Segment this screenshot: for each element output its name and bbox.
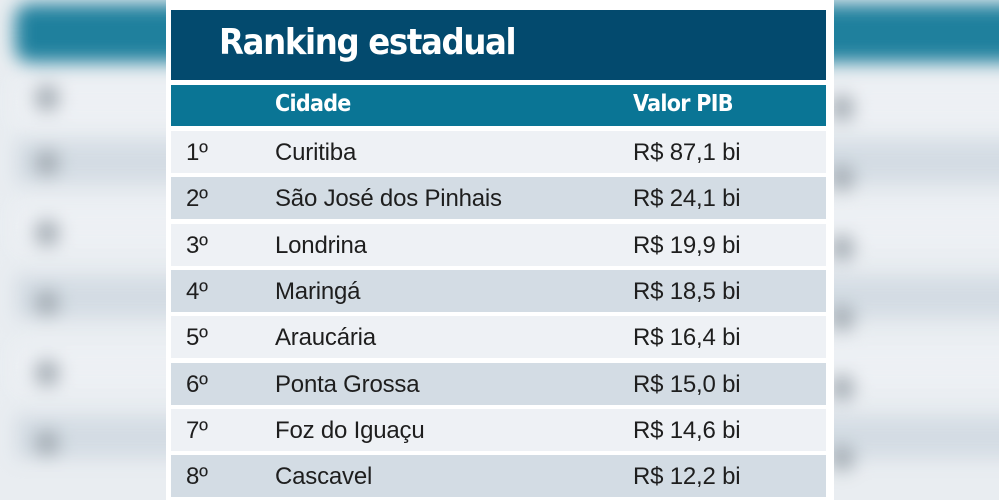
city-cell: São José dos Pinhais [275,185,502,213]
table-row: 6º Ponta Grossa R$ 15,0 bi [171,362,826,405]
blurred-value [830,445,854,471]
city-cell: Curitiba [275,139,357,166]
value-cell: R$ 19,9 bi [633,231,741,259]
value-cell: R$ 24,1 bi [633,185,741,213]
value-cell: R$ 18,5 bi [633,277,741,305]
value-cell: R$ 87,1 bi [633,139,741,166]
column-header-value: Valor PIB [633,91,733,117]
rank-cell: 7º [186,416,208,444]
rank-cell: 6º [186,370,208,398]
blurred-value [830,375,854,401]
rank-cell: 4º [186,277,208,305]
value-cell: R$ 15,0 bi [633,370,741,398]
title-bar: Ranking estadual [171,10,826,80]
table-row: 4º Maringá R$ 18,5 bi [171,269,826,312]
rank-cell: 3º [186,231,208,259]
value-cell: R$ 14,6 bi [633,416,741,444]
city-cell: Cascavel [275,463,373,491]
blurred-rank [35,360,59,386]
city-cell: Araucária [275,324,376,352]
ranking-table-panel: Ranking estadual Cidade Valor PIB 1º Cur… [166,0,834,500]
table-row: 5º Araucária R$ 16,4 bi [171,316,826,359]
table-row: 3º Londrina R$ 19,9 bi [171,223,826,266]
blurred-rank [35,430,59,456]
table-row: 8º Cascavel R$ 12,2 bi [171,455,826,498]
blurred-rank [35,150,59,176]
table-title: Ranking estadual [219,22,517,63]
blurred-value [830,95,854,121]
rank-cell: 2º [186,185,208,213]
value-cell: R$ 16,4 bi [633,324,741,352]
table-row: 7º Foz do Iguaçu R$ 14,6 bi [171,408,826,451]
blurred-rank [35,290,59,316]
table-row: 1º Curitiba R$ 87,1 bi [171,131,826,173]
table-row: 2º São José dos Pinhais R$ 24,1 bi [171,177,826,220]
blurred-value [830,305,854,331]
rank-cell: 1º [186,139,208,166]
blurred-value [830,235,854,261]
value-cell: R$ 12,2 bi [633,463,741,491]
table-header: Cidade Valor PIB [171,85,826,126]
rank-cell: 8º [186,463,208,491]
blurred-rank [35,220,59,246]
rank-cell: 5º [186,324,208,352]
blurred-rank [35,85,59,111]
column-header-city: Cidade [275,91,351,117]
city-cell: Ponta Grossa [275,370,420,398]
blurred-value [830,165,854,191]
city-cell: Foz do Iguaçu [275,416,425,444]
city-cell: Maringá [275,277,361,305]
city-cell: Londrina [275,231,367,259]
